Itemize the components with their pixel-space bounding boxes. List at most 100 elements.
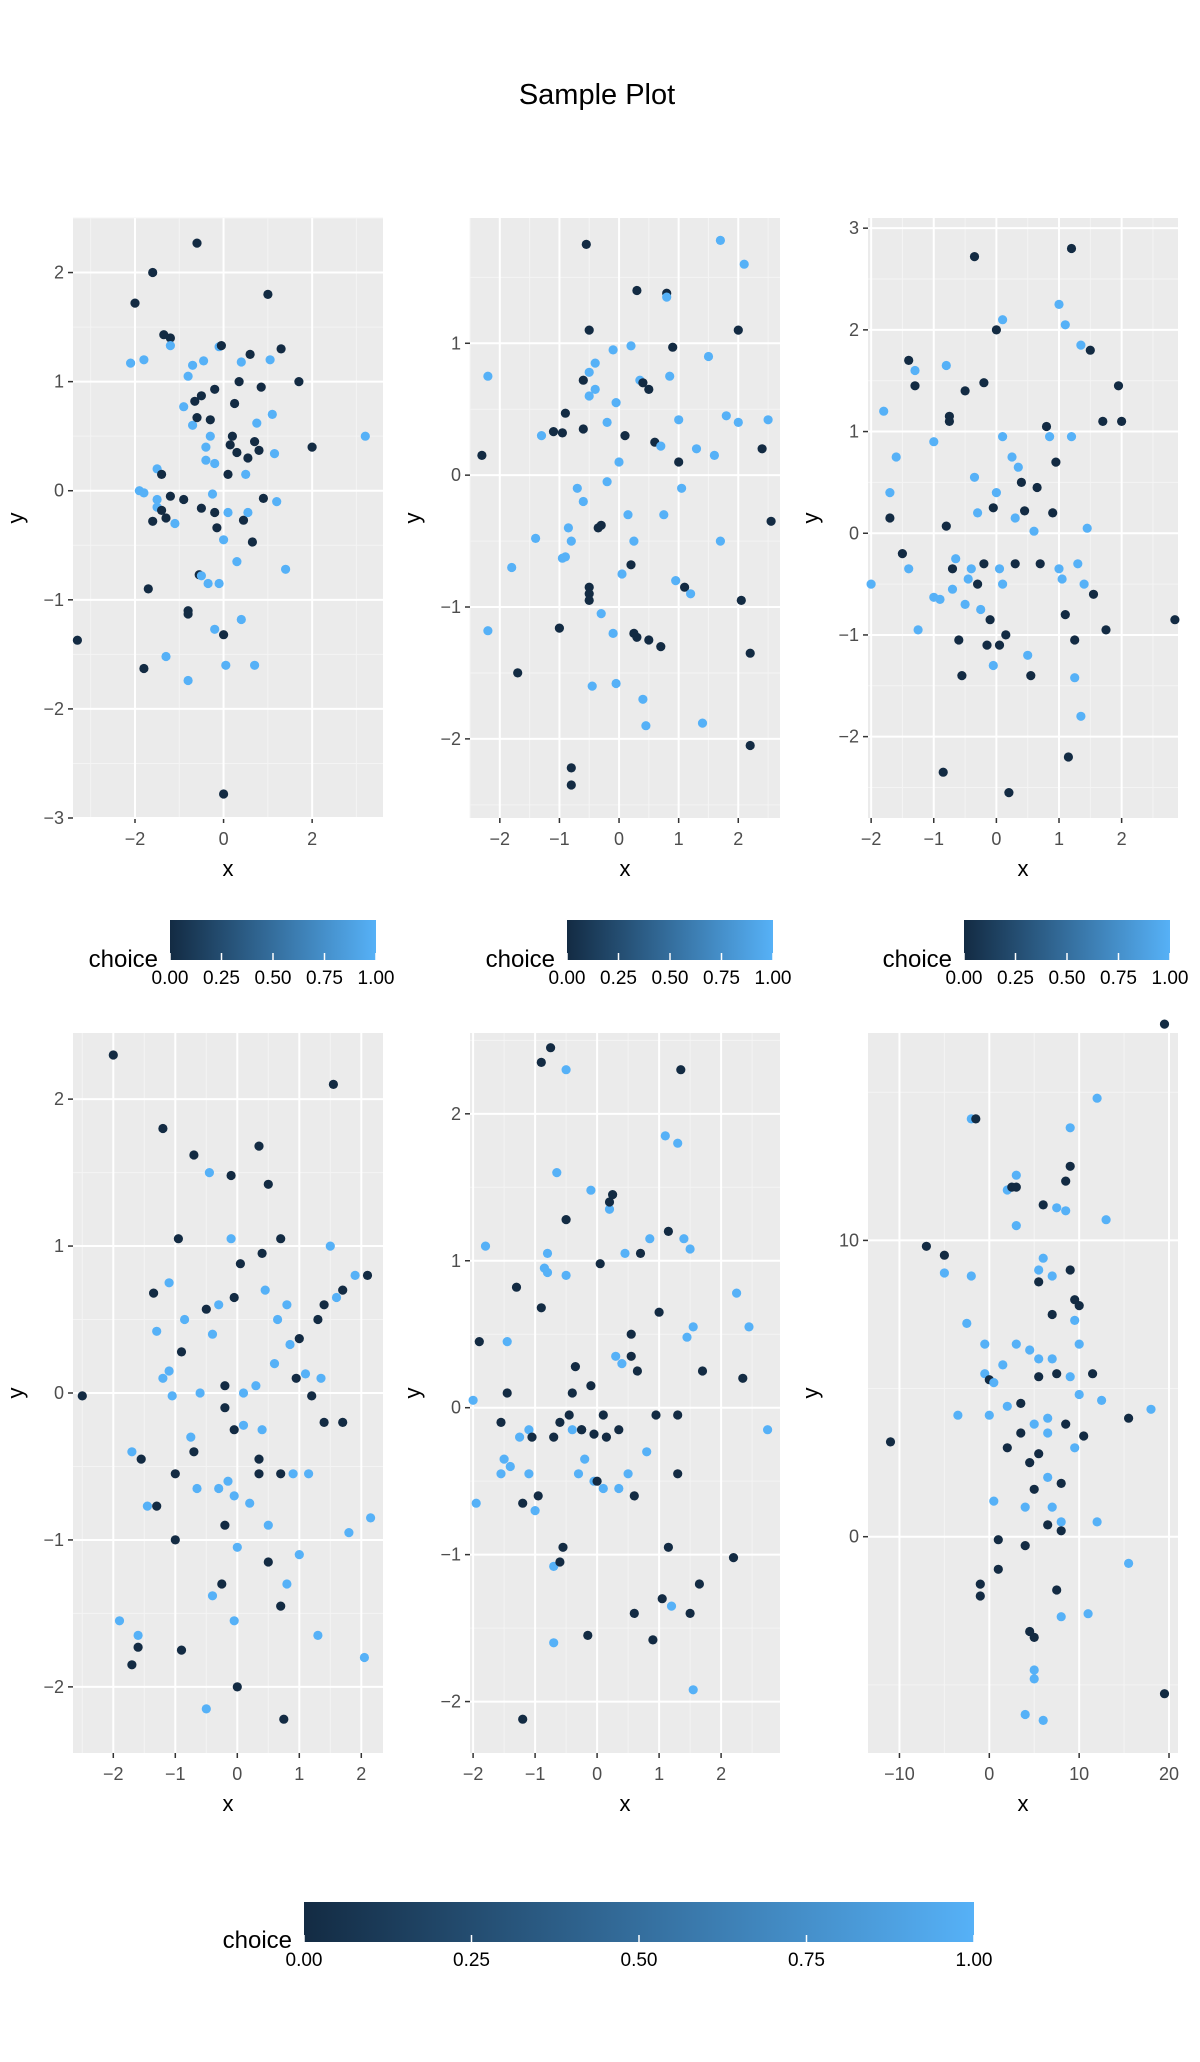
data-point	[157, 505, 167, 515]
data-point	[176, 1645, 187, 1655]
data-point	[316, 1373, 326, 1383]
data-point	[180, 1314, 190, 1325]
panel-background	[73, 218, 383, 818]
data-point	[589, 1429, 599, 1439]
data-point	[665, 371, 675, 381]
data-point	[662, 292, 672, 302]
legend-tick-label: 0.00	[549, 968, 586, 989]
data-point	[1101, 625, 1111, 635]
data-point	[980, 1339, 990, 1349]
data-point	[561, 1270, 571, 1280]
data-point	[210, 507, 220, 518]
data-point	[671, 576, 681, 586]
data-point	[1117, 416, 1127, 426]
data-point	[567, 1425, 577, 1435]
data-point	[527, 1432, 537, 1442]
data-point	[969, 252, 980, 262]
x-tick-label: −2	[463, 1764, 484, 1784]
data-point	[549, 1638, 559, 1648]
data-point	[941, 360, 951, 371]
data-point	[133, 1630, 143, 1640]
data-point	[552, 1168, 562, 1178]
data-point	[238, 1388, 249, 1398]
data-point	[1065, 1265, 1075, 1275]
data-point	[549, 1432, 559, 1442]
data-point	[910, 365, 920, 376]
x-tick-label: 1	[654, 1764, 664, 1784]
data-point	[1085, 345, 1095, 355]
data-point	[1034, 1372, 1044, 1382]
data-point	[505, 1461, 515, 1472]
x-tick-label: −2	[490, 829, 511, 849]
data-point	[666, 1601, 677, 1611]
data-point	[566, 536, 576, 546]
y-tick-label: 1	[451, 1251, 461, 1271]
data-point	[1026, 671, 1036, 681]
data-point	[243, 507, 253, 518]
data-point	[677, 483, 687, 493]
data-point	[243, 453, 253, 463]
x-tick-label: −2	[861, 829, 882, 849]
y-tick-label: −1	[440, 597, 461, 617]
data-point	[1011, 1339, 1021, 1349]
data-point	[133, 1642, 143, 1652]
data-point	[536, 1303, 546, 1313]
data-point	[885, 488, 895, 498]
data-point	[1076, 340, 1086, 350]
data-point	[632, 285, 642, 296]
data-point	[1004, 788, 1014, 798]
data-point	[728, 1553, 739, 1563]
data-point	[204, 1168, 214, 1178]
data-point	[1056, 1612, 1066, 1622]
data-point	[584, 589, 594, 599]
data-point	[626, 1329, 636, 1339]
data-point	[205, 431, 215, 441]
data-point	[474, 1337, 484, 1347]
x-tick-label: 2	[733, 829, 743, 849]
data-point	[674, 457, 684, 467]
data-point	[513, 668, 523, 678]
data-point	[1101, 1215, 1111, 1225]
data-point	[300, 1369, 311, 1379]
data-point	[1070, 1315, 1080, 1325]
data-point	[130, 298, 140, 308]
data-point	[1011, 1170, 1021, 1180]
data-point	[1159, 1689, 1170, 1699]
data-point	[1159, 1019, 1170, 1029]
data-point	[1032, 482, 1042, 493]
data-point	[214, 1300, 224, 1310]
data-point	[674, 415, 684, 425]
data-point	[745, 740, 755, 751]
x-tick-label: −1	[525, 1764, 546, 1784]
data-point	[953, 1410, 963, 1420]
data-point	[969, 472, 980, 482]
data-point	[1029, 1419, 1039, 1429]
data-point	[885, 1437, 896, 1447]
data-point	[1011, 1182, 1021, 1192]
data-point	[991, 325, 1002, 335]
data-point	[578, 496, 588, 507]
data-point	[736, 595, 746, 606]
data-point	[558, 1542, 568, 1552]
y-tick-label: −2	[440, 729, 461, 749]
y-axis-title: y	[400, 1388, 425, 1399]
y-tick-label: −1	[43, 1530, 64, 1550]
data-point	[173, 1234, 183, 1244]
data-point	[979, 559, 989, 569]
data-point	[149, 1288, 159, 1298]
data-point	[294, 1334, 304, 1344]
data-point	[555, 1557, 565, 1567]
data-point	[623, 1469, 633, 1479]
data-point	[1016, 1398, 1026, 1408]
y-tick-label: −2	[43, 699, 64, 719]
x-tick-label: −1	[549, 829, 570, 849]
data-point	[188, 360, 198, 370]
data-point	[1079, 579, 1089, 589]
data-point	[988, 660, 998, 671]
data-point	[985, 615, 995, 625]
data-point	[1029, 1484, 1039, 1494]
data-point	[629, 1491, 639, 1501]
data-point	[229, 1616, 239, 1626]
data-point	[578, 424, 588, 434]
